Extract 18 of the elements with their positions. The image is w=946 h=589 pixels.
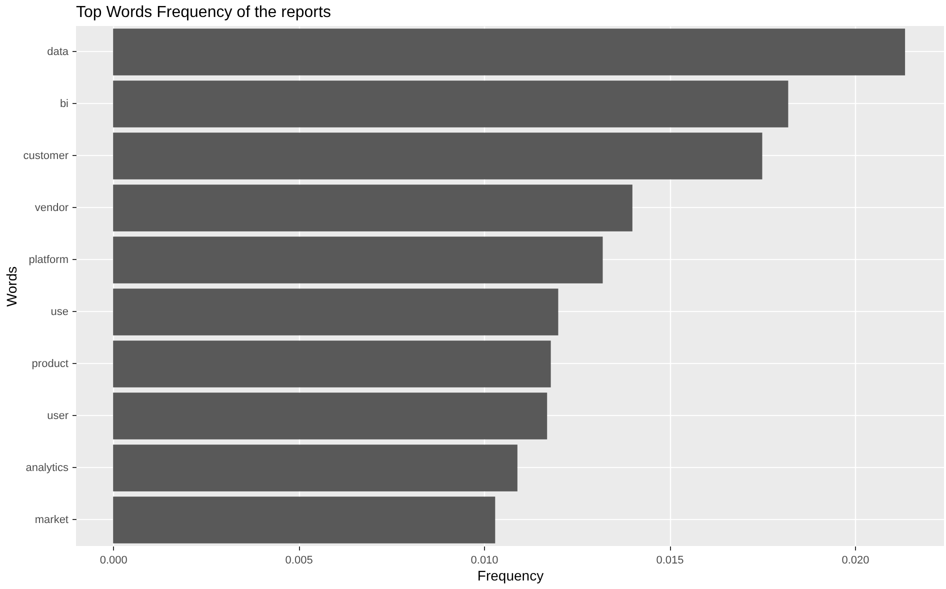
- x-tick-label: 0.020: [842, 554, 870, 566]
- y-tick-label: bi: [60, 98, 68, 110]
- y-tick-label: use: [50, 306, 68, 318]
- x-tick-label: 0.015: [656, 554, 684, 566]
- x-axis-title: Frequency: [477, 568, 544, 584]
- y-tick-label: customer: [23, 150, 69, 162]
- y-tick-label: vendor: [34, 202, 69, 214]
- y-tick-label: user: [47, 410, 69, 422]
- y-tick-label: market: [34, 514, 68, 526]
- chart-title: Top Words Frequency of the reports: [76, 4, 331, 21]
- y-tick-label: platform: [28, 254, 68, 266]
- x-tick-label: 0.005: [285, 554, 313, 566]
- y-tick-label: product: [32, 358, 68, 370]
- x-tick-label: 0.010: [470, 554, 498, 566]
- y-axis-title: Words: [3, 266, 20, 307]
- x-tick-label: 0.000: [100, 554, 128, 566]
- y-tick-label: analytics: [26, 462, 69, 474]
- y-tick-label: data: [47, 46, 70, 58]
